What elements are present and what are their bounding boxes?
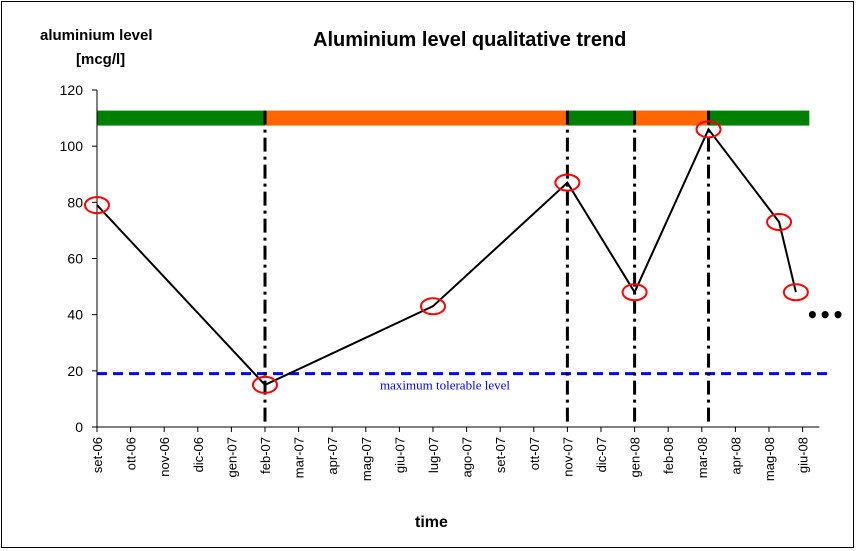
x-tick-label-apr-07: apr-07 [325,437,340,475]
data-point-0 [84,196,110,215]
chart-title: Aluminium level qualitative trend [313,29,627,51]
y-tick-label-20: 20 [67,363,83,379]
continuation-dots: ••• [806,303,844,327]
x-tick-label-ago-07: ago-07 [460,437,475,477]
status-bar-segment-1 [265,110,568,126]
x-tick-label-dic-07: dic-07 [594,437,609,472]
data-point-2 [420,297,446,316]
x-tick-label-ott-07: ott-07 [527,437,542,470]
y-tick-label-120: 120 [60,82,84,98]
x-tick-label-giu-07: giu-07 [392,437,407,473]
data-point-4 [621,283,648,302]
x-tick-label-dic-06: dic-06 [191,437,206,472]
x-tick-label-mag-08: mag-08 [762,437,777,481]
y-tick-label-0: 0 [75,419,83,435]
y-tick-label-80: 80 [67,194,83,210]
status-bar-segment-0 [97,110,265,126]
data-point-7 [782,283,809,302]
status-bar-segment-3 [634,110,709,126]
x-tick-label-feb-07: feb-07 [258,437,273,474]
y-axis-label-line1: aluminium level [40,27,153,44]
x-tick-label-gen-08: gen-08 [628,437,643,477]
x-tick-label-nov-06: nov-06 [157,437,172,477]
x-tick-label-gen-07: gen-07 [224,437,239,477]
data-point-5 [695,120,722,139]
x-tick-label-giu-08: giu-08 [796,437,811,473]
y-tick-label-100: 100 [60,138,84,154]
x-tick-label-mag-07: mag-07 [359,437,374,481]
x-tick-label-feb-08: feb-08 [661,437,676,474]
y-axis-label: aluminium level [mcg/l] [40,24,175,72]
y-tick-label-40: 40 [67,307,83,323]
y-axis-label-line2: [mcg/l] [76,51,126,68]
x-tick-label-lug-07: lug-07 [426,437,441,473]
data-point-6 [766,212,793,231]
y-tick-label-60: 60 [67,251,83,267]
x-axis-label: time [415,514,448,531]
status-bar-segment-2 [567,110,635,126]
data-line [96,127,797,387]
x-tick-label-ott-06: ott-06 [124,437,139,470]
data-point-1 [252,375,278,394]
x-tick-label-set-06: set-06 [90,437,105,473]
threshold-label: maximum tolerable level [380,378,510,393]
x-tick-label-set-07: set-07 [493,437,508,473]
x-tick-label-nov-07: nov-07 [560,437,575,477]
x-tick-label-mar-08: mar-08 [695,437,710,478]
x-tick-label-mar-07: mar-07 [292,437,307,478]
status-bar-segment-4 [708,110,810,126]
x-tick-label-apr-08: apr-08 [728,437,743,475]
data-point-3 [554,173,581,192]
